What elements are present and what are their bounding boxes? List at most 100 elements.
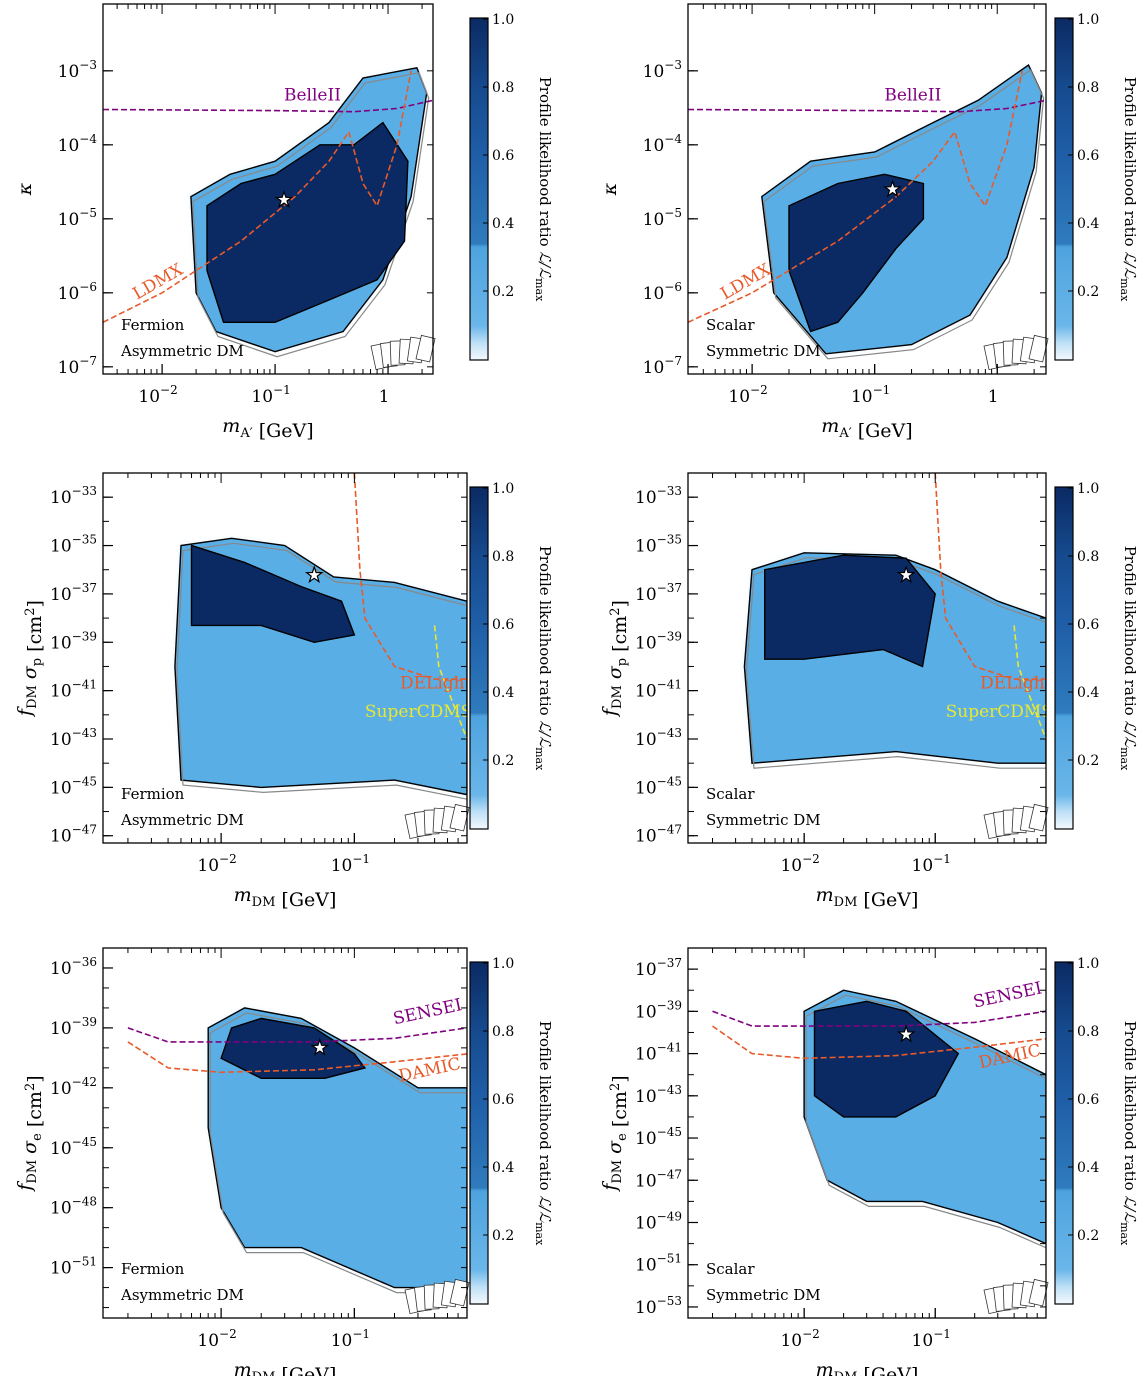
colorbar	[1054, 961, 1074, 1305]
corner-annotation: Symmetric DM	[706, 342, 821, 360]
corner-annotation: Scalar	[706, 1260, 755, 1278]
colorbar-tick-label: 0.6	[1077, 148, 1099, 164]
x-tick-label: 10−2	[728, 383, 767, 407]
curve-sensei	[127, 1027, 467, 1043]
chart-panel-top-right: BelleII LDMX 10−2 10−1 1 10−7 10−6 10−5 10−4 10−3…	[599, 3, 1139, 442]
y-tick-label: 10−43	[635, 726, 682, 750]
colorbar	[1054, 486, 1074, 830]
likelihood-contour-grey	[176, 542, 467, 800]
y-tick-label: 10−3	[58, 58, 97, 82]
y-tick-label: 10−41	[50, 678, 97, 702]
corner-annotation: Asymmetric DM	[120, 811, 244, 829]
curve-label-delight: DELight	[980, 674, 1052, 694]
likelihood-contour-grey	[209, 1012, 467, 1294]
x-tick-label: 10−2	[780, 1327, 819, 1351]
corner-annotation: Symmetric DM	[706, 811, 821, 829]
y-tick-label: 10−39	[635, 998, 682, 1022]
likelihood-region-inner	[220, 1017, 367, 1080]
corner-annotation: Fermion	[121, 785, 185, 803]
y-tick-label: 10−43	[50, 726, 97, 750]
likelihood-region-inner	[190, 544, 356, 644]
x-tick-label: 10−1	[331, 852, 370, 876]
y-tick-label: 10−39	[50, 629, 97, 653]
colorbar-label: Profile likelihood ratio ℒ/ℒmax	[1118, 77, 1139, 302]
colorbar-tick-label: 0.8	[492, 80, 514, 96]
colorbar-label: Profile likelihood ratio ℒ/ℒmax	[1118, 546, 1139, 771]
x-tick-label: 10−2	[197, 852, 236, 876]
y-axis-label: κ	[14, 182, 36, 196]
y-tick-label: 10−6	[58, 280, 97, 304]
y-tick-label: 10−37	[635, 581, 682, 605]
y-tick-label: 10−53	[635, 1294, 682, 1318]
corner-annotation: Asymmetric DM	[120, 1286, 244, 1304]
colorbar-tick-label: 0.2	[1077, 1228, 1099, 1244]
y-axis-label: fDM σp [cm2]	[599, 600, 631, 718]
curve-belleii	[688, 99, 1046, 113]
colorbar-tick-label: 0.4	[492, 216, 514, 232]
curve-label-sensei: SENSEI	[391, 995, 463, 1029]
best-fit-star	[304, 565, 324, 584]
colorbar-tick-label: 0.6	[1077, 617, 1099, 633]
x-tick-label: 1	[988, 387, 999, 407]
colorbar-tick-label: 0.2	[1077, 284, 1099, 300]
y-tick-label: 10−36	[50, 955, 97, 979]
chart-panel-middle-left: DELight SuperCDMS 10−2 10−1 10−47 10−45 10−43 1…	[14, 472, 554, 911]
x-tick-label: 10−1	[912, 1327, 951, 1351]
y-tick-label: 10−39	[635, 629, 682, 653]
best-fit-star	[896, 1024, 916, 1043]
colorbar-label: Profile likelihood ratio ℒ/ℒmax	[1118, 1021, 1139, 1246]
colorbar-tick-label: 0.8	[1077, 80, 1099, 96]
y-tick-label: 10−47	[635, 823, 682, 847]
colorbar-tick-label: 0.8	[492, 549, 514, 565]
y-tick-label: 10−41	[635, 1041, 682, 1065]
likelihood-contour-grey	[192, 72, 430, 358]
colorbar-tick-label: 0.6	[1077, 1092, 1099, 1108]
x-tick-label: 10−1	[331, 1327, 370, 1351]
curve-label-delight: DELight	[400, 674, 472, 694]
corner-annotation: Scalar	[706, 316, 755, 334]
x-tick-label: 10−1	[251, 383, 290, 407]
y-tick-label: 10−35	[635, 533, 682, 557]
y-tick-label: 10−35	[50, 533, 97, 557]
gambit-logo-icon	[370, 334, 436, 371]
plot-area: DELight SuperCDMS	[743, 473, 1052, 769]
x-axis-label: mA′ [GeV]	[222, 415, 313, 442]
corner-annotation: Symmetric DM	[706, 1286, 821, 1304]
best-fit-star	[310, 1038, 330, 1056]
best-fit-star	[274, 190, 294, 208]
colorbar-label: Profile likelihood ratio ℒ/ℒmax	[533, 546, 554, 771]
colorbar-label: Profile likelihood ratio ℒ/ℒmax	[533, 1021, 554, 1246]
x-axis-label: mDM [GeV]	[816, 1359, 919, 1376]
likelihood-region-inner	[788, 173, 925, 333]
y-axis-label: fDM σp [cm2]	[14, 600, 46, 718]
chart-panel-bottom-left: SENSEI DAMIC 10−2 10−1 10−51 10−48 10−45 10−42 1…	[14, 947, 554, 1376]
y-tick-label: 10−33	[635, 484, 682, 508]
y-tick-label: 10−7	[643, 354, 682, 378]
y-tick-label: 10−48	[50, 1195, 97, 1219]
y-tick-label: 10−39	[50, 1015, 97, 1039]
colorbar-tick-label: 0.6	[492, 1092, 514, 1108]
gambit-logo-icon	[983, 803, 1049, 840]
gambit-logo-icon	[983, 334, 1049, 371]
x-axis-label: mA′ [GeV]	[821, 415, 912, 442]
curve-label-supercdms: SuperCDMS	[365, 702, 472, 722]
colorbar-tick-label: 0.4	[1077, 1160, 1099, 1176]
likelihood-region-inner	[206, 121, 409, 323]
colorbar-tick-label: 0.4	[492, 1160, 514, 1176]
y-tick-label: 10−5	[58, 206, 97, 230]
y-tick-label: 10−33	[50, 484, 97, 508]
x-axis-label: mDM [GeV]	[234, 1359, 337, 1376]
curve-damic	[127, 1041, 467, 1074]
chart-panel-middle-right: DELight SuperCDMS 10−2 10−1 10−47 10−45 10−43 1…	[599, 472, 1139, 911]
y-tick-label: 10−6	[643, 280, 682, 304]
colorbar	[1054, 17, 1074, 361]
colorbar-tick-label: 0.4	[492, 685, 514, 701]
curve-supercdms	[433, 625, 467, 740]
curve-delight	[353, 473, 467, 680]
colorbar-tick-label: 0.6	[492, 617, 514, 633]
y-tick-label: 10−41	[635, 678, 682, 702]
corner-annotation: Asymmetric DM	[120, 342, 244, 360]
